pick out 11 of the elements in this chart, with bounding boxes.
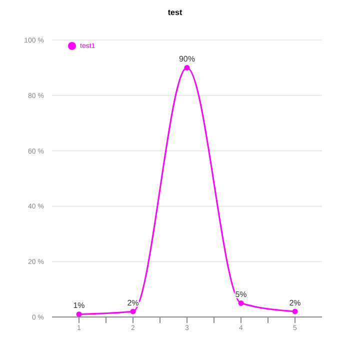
point — [292, 308, 298, 314]
data-label: 2% — [289, 298, 301, 308]
point — [76, 311, 82, 317]
data-label: 90% — [178, 54, 196, 64]
data-label: 5% — [235, 290, 247, 300]
point — [184, 64, 190, 70]
data-label: 2% — [127, 298, 139, 308]
point — [130, 308, 136, 314]
point — [238, 300, 244, 306]
chart-title: test — [166, 8, 184, 19]
data-label: 1% — [73, 301, 85, 310]
